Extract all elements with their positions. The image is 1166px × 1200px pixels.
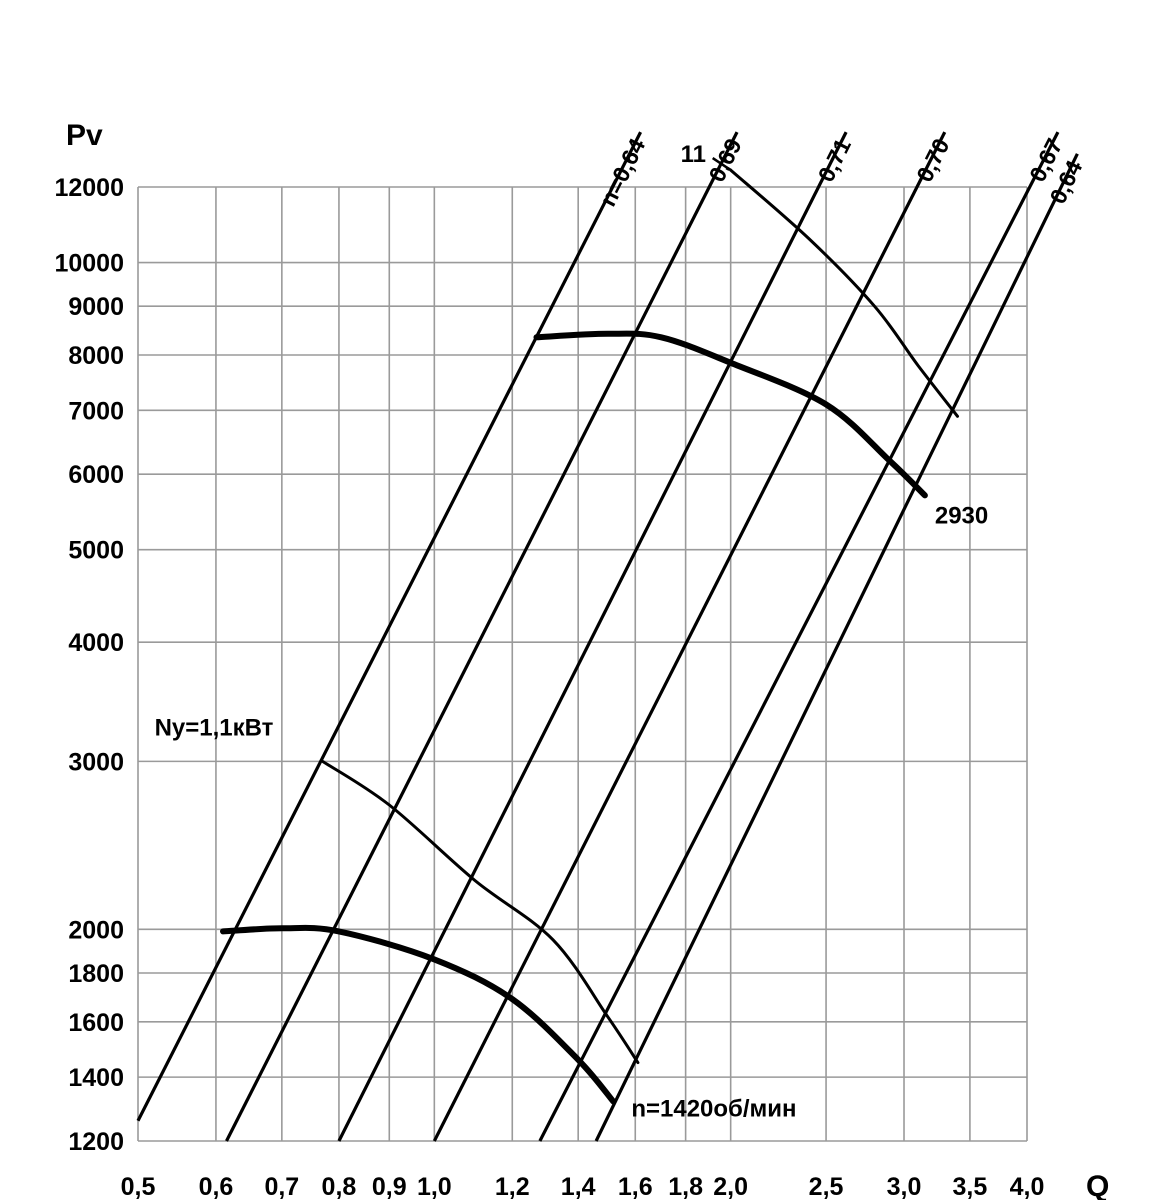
y-tick-label: 7000	[68, 397, 124, 425]
x-tick-label: 0,8	[322, 1173, 357, 1200]
annotation-leader	[711, 157, 732, 172]
efficiency-line	[225, 131, 739, 1142]
curve-annotation: 2930	[935, 502, 988, 529]
efficiency-lines	[136, 131, 1079, 1142]
curve-annotation: 11	[681, 141, 706, 168]
x-tick-label: 2,0	[713, 1173, 748, 1200]
efficiency-line	[432, 131, 947, 1142]
performance-curve	[321, 759, 640, 1065]
y-tick-label: 8000	[68, 342, 124, 370]
y-tick-label: 10000	[54, 250, 124, 278]
efficiency-line	[136, 131, 643, 1122]
y-tick-label: 5000	[68, 537, 124, 565]
x-tick-label: 0,6	[199, 1173, 234, 1200]
curve-annotation: n=1420об/мин	[631, 1096, 796, 1123]
x-tick-label: 3,0	[887, 1173, 922, 1200]
x-tick-label: 1,2	[495, 1173, 530, 1200]
x-tick-label: 3,5	[953, 1173, 988, 1200]
y-tick-label: 1200	[68, 1128, 124, 1156]
y-tick-label: 3000	[68, 748, 124, 776]
efficiency-label: 0,71	[813, 134, 856, 186]
y-tick-label: 1800	[68, 960, 124, 988]
efficiency-label: 0,70	[911, 134, 954, 186]
y-tick-label: 1400	[68, 1064, 124, 1092]
performance-curve	[533, 330, 928, 499]
performance-curve	[729, 168, 959, 418]
x-tick-label: 2,5	[809, 1173, 844, 1200]
efficiency-label: n=0,64	[594, 134, 650, 210]
grid	[137, 186, 1028, 1142]
y-tick-label: 2000	[68, 916, 124, 944]
x-tick-label: 0,7	[264, 1173, 299, 1200]
x-tick-label: 1,8	[668, 1173, 703, 1200]
x-tick-label: 1,4	[561, 1173, 596, 1200]
x-tick-label: 1,6	[618, 1173, 653, 1200]
y-tick-label: 6000	[68, 461, 124, 489]
performance-curve	[220, 924, 617, 1105]
y-tick-label: 9000	[68, 293, 124, 321]
efficiency-line	[538, 131, 1060, 1142]
x-tick-label: 0,5	[121, 1173, 156, 1200]
x-tick-label: 4,0	[1010, 1173, 1045, 1200]
y-tick-label: 4000	[68, 629, 124, 657]
efficiency-line	[337, 131, 848, 1142]
efficiency-line	[594, 153, 1079, 1142]
x-tick-label: 1,0	[417, 1173, 452, 1200]
curve-annotation: Ny=1,1кВт	[155, 714, 274, 741]
y-tick-label: 1600	[68, 1009, 124, 1037]
x-axis-label: Q	[1086, 1170, 1109, 1200]
y-tick-label: 12000	[54, 174, 124, 202]
performance-curves	[220, 157, 959, 1105]
y-axis-label: Pv	[66, 119, 103, 152]
x-tick-label: 0,9	[372, 1173, 407, 1200]
